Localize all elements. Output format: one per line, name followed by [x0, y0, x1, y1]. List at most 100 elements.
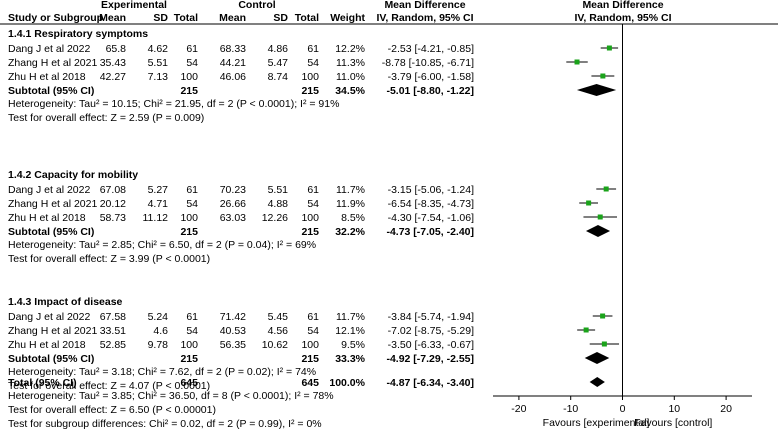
subtotal-ci: -4.92 [-7.29, -2.55]	[386, 353, 474, 365]
study-weight: 11.3%	[336, 57, 365, 69]
pooled-diamond	[584, 352, 610, 364]
mean-control: 56.35	[220, 339, 246, 351]
mean-experimental: 20.12	[100, 198, 126, 210]
x-tick-label: -10	[563, 403, 578, 415]
total-weight: 100.0%	[329, 377, 365, 389]
subtotal-total-control: 215	[301, 353, 319, 365]
study-weight: 9.5%	[341, 339, 365, 351]
total-experimental: 100	[180, 339, 198, 351]
sd-control: 5.45	[268, 311, 289, 323]
subtotal-total-control: 215	[301, 85, 319, 97]
x-tick-label: 10	[668, 403, 680, 415]
total-label: Total (95% CI)	[8, 377, 77, 389]
total-ci: -4.87 [-6.34, -3.40]	[386, 377, 474, 389]
subtotal-total-experimental: 215	[180, 353, 198, 365]
mean-control: 40.53	[220, 325, 246, 337]
total-control: 54	[307, 57, 319, 69]
header-plot-subtitle: IV, Random, 95% CI	[574, 12, 671, 24]
effect-marker	[606, 45, 612, 51]
subgroup-title: 1.4.2 Capacity for mobility	[8, 169, 138, 181]
study-name: Zhang H et al 2021	[8, 198, 97, 210]
study-name: Dang J et al 2022	[8, 43, 90, 55]
mean-control: 70.23	[220, 184, 246, 196]
favours-control-label: Favours [control]	[634, 417, 712, 429]
sd-control: 4.86	[268, 43, 289, 55]
mean-experimental: 58.73	[100, 212, 126, 224]
study-weight: 11.7%	[336, 311, 365, 323]
study-name: Zhang H et al 2021	[8, 57, 97, 69]
heterogeneity-text: Heterogeneity: Tau² = 2.85; Chi² = 6.50,…	[8, 239, 316, 251]
study-ci: -3.84 [-5.74, -1.94]	[388, 311, 474, 323]
subtotal-weight: 34.5%	[335, 85, 365, 97]
mean-control: 46.06	[220, 71, 246, 83]
sd-experimental: 4.62	[148, 43, 169, 55]
study-ci: -2.53 [-4.21, -0.85]	[388, 43, 474, 55]
mean-control: 44.21	[220, 57, 246, 69]
study-weight: 11.7%	[336, 184, 365, 196]
subtotal-ci: -4.73 [-7.05, -2.40]	[386, 226, 474, 238]
sd-experimental: 9.78	[148, 339, 169, 351]
sd-control: 5.47	[268, 57, 289, 69]
subtotal-total-control: 215	[301, 226, 319, 238]
x-tick-label: 0	[620, 403, 626, 415]
header-mean-difference: Mean Difference	[384, 0, 465, 11]
total-experimental: 100	[180, 212, 198, 224]
mean-experimental: 67.08	[100, 184, 126, 196]
sd-control: 5.51	[268, 184, 289, 196]
subtotal-label: Subtotal (95% CI)	[8, 353, 94, 365]
study-weight: 8.5%	[341, 212, 365, 224]
effect-marker	[574, 59, 580, 65]
overall-effect-text: Test for overall effect: Z = 4.07 (P < 0…	[8, 380, 210, 392]
subtotal-label: Subtotal (95% CI)	[8, 85, 94, 97]
subgroup-title: 1.4.3 Impact of disease	[8, 296, 123, 308]
effect-marker	[603, 186, 609, 192]
mean-control: 26.66	[220, 198, 246, 210]
header-sd-control: SD	[273, 12, 288, 24]
effect-marker	[600, 73, 606, 79]
subtotal-total-experimental: 215	[180, 85, 198, 97]
study-name: Zhang H et al 2021	[8, 325, 97, 337]
effect-marker	[586, 200, 592, 206]
pooled-diamond	[585, 225, 611, 237]
subtotal-total-experimental: 215	[180, 226, 198, 238]
sd-control: 4.56	[268, 325, 289, 337]
header-total-control: Total	[295, 12, 319, 24]
sd-experimental: 5.27	[148, 184, 169, 196]
total-control: 100	[301, 339, 319, 351]
subtotal-weight: 33.3%	[335, 353, 365, 365]
total-control: 54	[307, 325, 319, 337]
study-name: Zhu H et al 2018	[8, 212, 86, 224]
effect-marker	[597, 214, 603, 220]
total-control: 54	[307, 198, 319, 210]
subtotal-label: Subtotal (95% CI)	[8, 226, 94, 238]
study-name: Dang J et al 2022	[8, 184, 90, 196]
header-study: Study or Subgroup	[8, 12, 103, 24]
subtotal-ci: -5.01 [-8.80, -1.22]	[386, 85, 474, 97]
x-tick-label: -20	[511, 403, 526, 415]
total-experimental-count: 645	[180, 377, 198, 389]
total-control: 61	[307, 184, 319, 196]
subtotal-weight: 32.2%	[335, 226, 365, 238]
total-experimental: 61	[186, 184, 198, 196]
header-mean-control: Mean	[219, 12, 246, 24]
mean-experimental: 52.85	[100, 339, 126, 351]
subgroup-differences-text: Test for subgroup differences: Chi² = 0.…	[8, 418, 322, 430]
header-ci: IV, Random, 95% CI	[376, 12, 473, 24]
total-control: 61	[307, 311, 319, 323]
sd-experimental: 4.71	[148, 198, 169, 210]
effect-marker	[600, 313, 606, 319]
header-total-experimental: Total	[174, 12, 198, 24]
header-weight: Weight	[330, 12, 365, 24]
sd-experimental: 7.13	[148, 71, 169, 83]
sd-experimental: 5.24	[148, 311, 169, 323]
overall-effect-text: Test for overall effect: Z = 2.59 (P = 0…	[8, 112, 204, 124]
x-tick-label: 20	[720, 403, 732, 415]
sd-control: 4.88	[268, 198, 289, 210]
study-weight: 12.1%	[335, 325, 365, 337]
sd-experimental: 5.51	[148, 57, 169, 69]
total-experimental: 54	[186, 198, 198, 210]
total-experimental: 54	[186, 325, 198, 337]
total-control: 61	[307, 43, 319, 55]
sd-control: 12.26	[262, 212, 288, 224]
mean-experimental: 33.51	[100, 325, 126, 337]
